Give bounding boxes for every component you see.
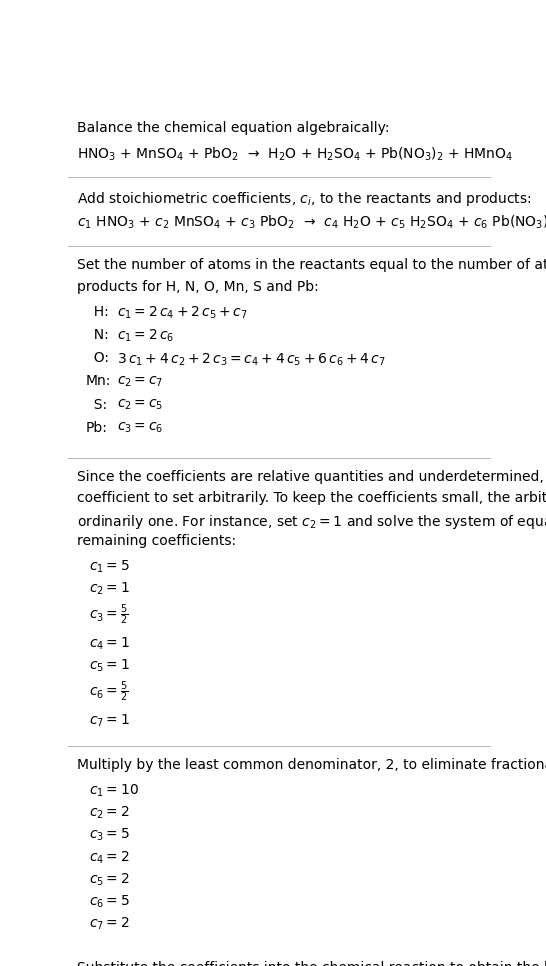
Text: HNO$_3$ + MnSO$_4$ + PbO$_2$  →  H$_2$O + H$_2$SO$_4$ + Pb(NO$_3$)$_2$ + HMnO$_4: HNO$_3$ + MnSO$_4$ + PbO$_2$ → H$_2$O + … (76, 145, 513, 162)
Text: $c_2 = 2$: $c_2 = 2$ (90, 805, 130, 821)
Text: Pb:: Pb: (85, 421, 107, 435)
Text: Since the coefficients are relative quantities and underdetermined, choose a: Since the coefficients are relative quan… (76, 470, 546, 484)
Text: $c_2 = c_5$: $c_2 = c_5$ (117, 398, 163, 412)
Text: $c_7 = 1$: $c_7 = 1$ (90, 713, 130, 729)
Text: ordinarily one. For instance, set $c_2 = 1$ and solve the system of equations fo: ordinarily one. For instance, set $c_2 =… (76, 513, 546, 530)
Text: $c_7 = 2$: $c_7 = 2$ (90, 916, 130, 932)
Text: products for H, N, O, Mn, S and Pb:: products for H, N, O, Mn, S and Pb: (76, 280, 318, 294)
Text: remaining coefficients:: remaining coefficients: (76, 534, 236, 548)
Text: coefficient to set arbitrarily. To keep the coefficients small, the arbitrary va: coefficient to set arbitrarily. To keep … (76, 492, 546, 505)
Text: $c_1 = 5$: $c_1 = 5$ (90, 558, 130, 575)
Text: N:: N: (85, 328, 109, 342)
Text: Balance the chemical equation algebraically:: Balance the chemical equation algebraica… (76, 121, 389, 135)
Text: $c_2 = 1$: $c_2 = 1$ (90, 581, 130, 597)
Text: S:: S: (85, 398, 108, 412)
Text: Set the number of atoms in the reactants equal to the number of atoms in the: Set the number of atoms in the reactants… (76, 259, 546, 272)
Text: $c_1 = 2\,c_6$: $c_1 = 2\,c_6$ (117, 328, 174, 345)
Text: H:: H: (85, 305, 109, 319)
Text: $c_1 = 10$: $c_1 = 10$ (90, 782, 139, 799)
Text: $3\,c_1 + 4\,c_2 + 2\,c_3 = c_4 + 4\,c_5 + 6\,c_6 + 4\,c_7$: $3\,c_1 + 4\,c_2 + 2\,c_3 = c_4 + 4\,c_5… (117, 352, 386, 368)
Text: $c_4 = 1$: $c_4 = 1$ (90, 636, 130, 652)
Text: $c_2 = c_7$: $c_2 = c_7$ (117, 375, 163, 389)
Text: Multiply by the least common denominator, 2, to eliminate fractional coefficient: Multiply by the least common denominator… (76, 758, 546, 773)
Text: $c_1 = 2\,c_4 + 2\,c_5 + c_7$: $c_1 = 2\,c_4 + 2\,c_5 + c_7$ (117, 305, 248, 322)
Text: $c_3 = c_6$: $c_3 = c_6$ (117, 421, 163, 436)
Text: Add stoichiometric coefficients, $c_i$, to the reactants and products:: Add stoichiometric coefficients, $c_i$, … (76, 189, 531, 208)
Text: $c_4 = 2$: $c_4 = 2$ (90, 849, 130, 866)
Text: $c_1$ HNO$_3$ + $c_2$ MnSO$_4$ + $c_3$ PbO$_2$  →  $c_4$ H$_2$O + $c_5$ H$_2$SO$: $c_1$ HNO$_3$ + $c_2$ MnSO$_4$ + $c_3$ P… (76, 213, 546, 231)
Text: O:: O: (85, 352, 109, 365)
Text: $c_3 = \frac{5}{2}$: $c_3 = \frac{5}{2}$ (90, 603, 129, 627)
Text: $c_6 = \frac{5}{2}$: $c_6 = \frac{5}{2}$ (90, 680, 129, 704)
Text: $c_5 = 2$: $c_5 = 2$ (90, 871, 130, 888)
Text: Substitute the coefficients into the chemical reaction to obtain the balanced: Substitute the coefficients into the che… (76, 961, 546, 966)
Text: Mn:: Mn: (85, 375, 110, 388)
Text: $c_5 = 1$: $c_5 = 1$ (90, 658, 130, 674)
Text: $c_6 = 5$: $c_6 = 5$ (90, 894, 130, 910)
Text: $c_3 = 5$: $c_3 = 5$ (90, 827, 130, 843)
